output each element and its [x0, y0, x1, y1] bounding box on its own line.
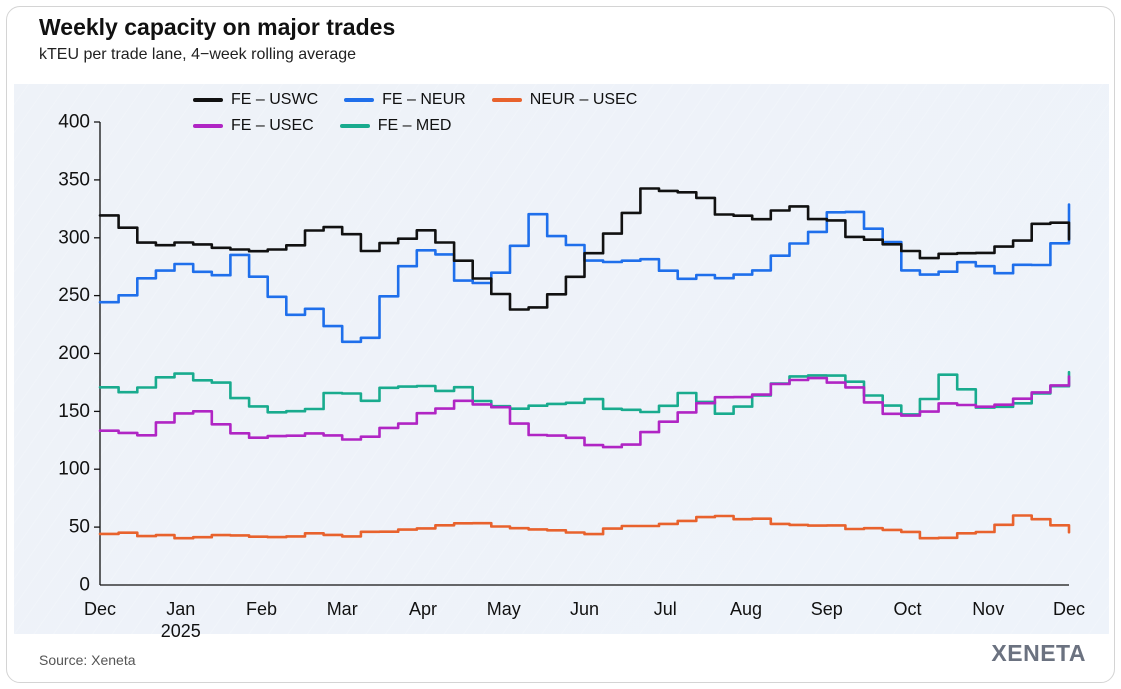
svg-text:Sep: Sep [811, 599, 843, 619]
svg-text:0: 0 [79, 575, 90, 596]
svg-text:Jul: Jul [654, 599, 677, 619]
svg-text:400: 400 [58, 112, 90, 133]
svg-text:Nov: Nov [972, 599, 1004, 619]
svg-text:50: 50 [69, 517, 90, 538]
svg-text:Jan: Jan [166, 599, 195, 619]
svg-text:250: 250 [58, 285, 90, 306]
svg-text:300: 300 [58, 227, 90, 248]
svg-text:Feb: Feb [246, 599, 277, 619]
svg-text:Oct: Oct [893, 599, 921, 619]
svg-text:200: 200 [58, 343, 90, 364]
svg-text:Jun: Jun [570, 599, 599, 619]
svg-text:350: 350 [58, 169, 90, 190]
svg-text:Mar: Mar [327, 599, 358, 619]
svg-text:Dec: Dec [1053, 599, 1085, 619]
svg-text:2025: 2025 [161, 621, 201, 641]
svg-text:150: 150 [58, 401, 90, 422]
svg-text:100: 100 [58, 459, 90, 480]
svg-text:Aug: Aug [730, 599, 762, 619]
svg-text:Dec: Dec [84, 599, 116, 619]
svg-text:May: May [487, 599, 521, 619]
svg-text:Apr: Apr [409, 599, 437, 619]
